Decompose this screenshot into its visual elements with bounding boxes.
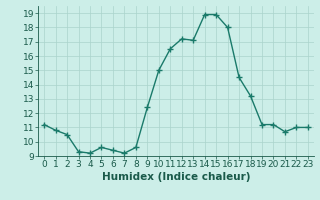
X-axis label: Humidex (Indice chaleur): Humidex (Indice chaleur) bbox=[102, 172, 250, 182]
